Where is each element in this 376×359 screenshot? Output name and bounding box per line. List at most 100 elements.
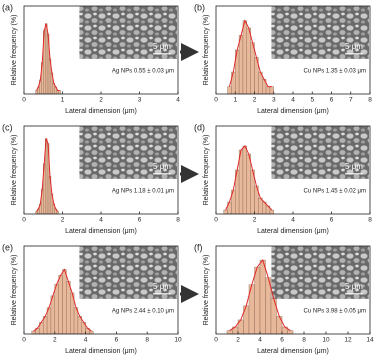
fit-curve [36,23,60,91]
histogram-bar [62,269,67,335]
x-tick-label: 4 [84,337,88,344]
x-tick-label: 0 [214,217,218,224]
x-tick-label: 4 [99,217,103,224]
histogram-bar [259,259,266,335]
x-tick-label: 3 [272,97,276,104]
x-tick-label: 8 [302,337,306,344]
x-tick-label: 3 [138,97,142,104]
histogram-bar [58,90,61,95]
y-axis-label: Relative frequency (%) [11,15,18,86]
x-axis-label: Lateral dimension (μm) [65,228,137,235]
x-tick-label: 0 [214,337,218,344]
sem-inset [79,246,177,299]
x-tick-label: 1 [61,97,65,104]
x-tick-label: 6 [280,337,284,344]
fit-curve [225,145,273,211]
sem-inset [79,126,177,179]
histogram-bar [250,42,255,95]
y-axis-label: Relative frequency (%) [203,135,210,206]
x-tick-label: 14 [366,337,374,344]
fit-curve [229,259,291,331]
y-axis-label: Relative frequency (%) [203,255,210,326]
histogram-bar [265,86,271,95]
x-tick-label: 10 [174,337,182,344]
histogram-bar [258,197,263,215]
panel: (a) Relative frequency (%) Lateral dimensi… [2,2,180,114]
inset-caption: Cu NPs 1.45 ± 0.02 μm [304,188,366,194]
plot-frame [23,245,179,335]
panel-label: (f) [194,242,203,252]
histogram-bar [242,145,248,215]
scale-label: 5 μm [345,42,363,51]
scale-label: 5 μm [345,162,363,171]
inset-caption: Ag NPs 0.55 ± 0.03 μm [112,68,174,74]
histogram-bar [223,209,228,215]
x-tick-label: 2 [253,217,257,224]
x-tick-label: 6 [115,337,119,344]
sem-inset [271,6,369,59]
histogram-bar [31,330,36,335]
panel: (e) Relative frequency (%) Lateral dimensi… [2,242,182,354]
x-tick-label: 2 [53,337,57,344]
x-tick-label: 6 [330,97,334,104]
x-tick-label: 12 [344,337,352,344]
y-axis-label: Relative frequency (%) [11,135,18,206]
x-tick-label: 4 [258,337,262,344]
panel-label: (e) [2,242,13,252]
histogram-bar [246,27,251,95]
y-axis-label: Relative frequency (%) [11,255,18,326]
panel: (b) Relative frequency (%) Lateral dimensi… [194,2,372,114]
histogram-bar [238,35,244,95]
x-tick-label: 4 [176,97,180,104]
inset-caption: Cu NPs 1.35 ± 0.03 μm [304,68,366,74]
x-tick-label: 8 [145,337,149,344]
scale-label: 5 μm [153,162,171,171]
histogram-bar [226,330,233,335]
scale-label: 5 μm [345,282,363,291]
histogram-bar [254,266,261,335]
x-tick-label: 1 [233,97,237,104]
scale-label: 5 μm [153,282,171,291]
histogram-bar [269,86,274,95]
fit-curve [228,19,272,88]
x-tick-label: 8 [176,217,180,224]
x-tick-label: 8 [368,217,372,224]
x-tick-label: 2 [99,97,103,104]
x-tick-label: 2 [253,97,257,104]
x-axis-label: Lateral dimension (μm) [65,108,137,115]
sem-inset [271,126,369,179]
inset-caption: Ag NPs 2.44 ± 0.10 μm [112,308,174,314]
plot-frame [215,245,371,335]
panel-label: (c) [2,122,13,132]
x-axis-label: Lateral dimension (μm) [65,348,137,355]
histogram-bar [227,86,232,95]
x-tick-label: 0 [22,337,26,344]
histogram-bar [50,295,56,335]
sem-inset [79,6,177,59]
histogram-bar [269,209,274,215]
x-axis-label: Lateral dimension (μm) [257,108,329,115]
x-tick-label: 10 [322,337,330,344]
fit-curve [33,268,92,332]
panel: (f)Relative frequency (%) Lateral dimensi… [194,242,374,354]
x-tick-label: 5 [310,97,314,104]
panel-label: (d) [194,122,205,132]
histogram-bar [35,90,38,95]
histogram-bar [56,90,59,95]
panel: (c) Relative frequency (%) Lateral dimensi… [2,122,180,234]
x-tick-label: 6 [138,217,142,224]
histogram-bar [58,275,63,335]
inset-caption: Ag NPs 1.18 ± 0.01 μm [112,188,174,194]
inset-caption: Cu NPs 3.98 ± 0.05 μm [304,308,366,314]
x-axis-label: Lateral dimension (μm) [257,348,329,355]
fit-curve [36,138,59,212]
panel-label: (b) [194,2,205,12]
x-tick-label: 6 [330,217,334,224]
x-tick-label: 2 [236,337,240,344]
x-tick-label: 0 [22,217,26,224]
scale-label: 5 μm [153,42,171,51]
x-tick-label: 7 [349,97,353,104]
histogram-bar [66,281,71,335]
x-tick-label: 4 [291,97,295,104]
